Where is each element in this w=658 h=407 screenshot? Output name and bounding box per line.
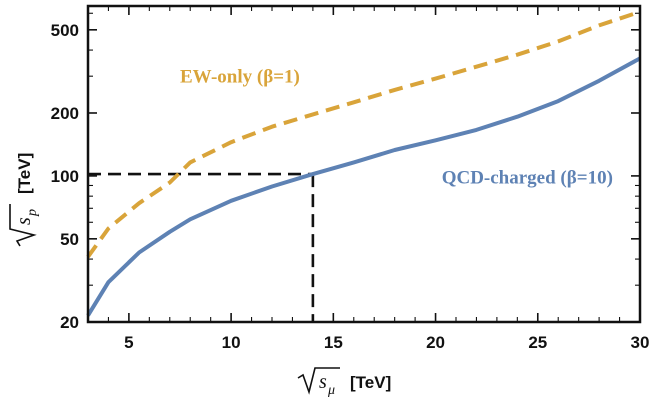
x-axis-subscript: μ <box>327 383 335 398</box>
x-tick-label: 10 <box>222 333 241 352</box>
y-axis-symbol: s <box>13 217 35 225</box>
plot-frame <box>86 4 642 324</box>
y-tick-label: 500 <box>51 21 79 40</box>
x-tick-label: 25 <box>528 333 547 352</box>
y-axis-sqrt-sign-icon <box>9 204 37 247</box>
x-axis-label: s μ [TeV] <box>297 367 391 398</box>
annotation-ew-only: EW-only (β=1) <box>180 66 300 87</box>
x-tick-label: 15 <box>324 333 343 352</box>
series-line-0 <box>86 9 641 258</box>
y-tick-label: 200 <box>51 104 79 123</box>
y-axis-subscript: p <box>25 209 40 217</box>
y-axis-unit: [TeV] <box>15 153 34 194</box>
y-axis-label: s p [TeV] <box>9 153 40 247</box>
x-tick-label: 30 <box>631 333 650 352</box>
x-tick-label: 5 <box>124 333 133 352</box>
axis-ticks: 5 10 15 20 25 30 20 50 100 200 500 <box>51 6 650 352</box>
annotation-qcd-charged: QCD-charged (β=10) <box>442 167 613 188</box>
plot-area <box>86 9 641 322</box>
y-tick-label: 50 <box>60 230 79 249</box>
x-tick-label: 20 <box>426 333 445 352</box>
y-tick-label: 20 <box>60 313 79 332</box>
x-axis-sqrt-sign-icon <box>297 367 340 395</box>
y-tick-label: 100 <box>51 167 79 186</box>
x-axis-unit: [TeV] <box>350 373 391 392</box>
x-axis-symbol: s <box>319 371 327 393</box>
series-line-1 <box>86 56 641 317</box>
